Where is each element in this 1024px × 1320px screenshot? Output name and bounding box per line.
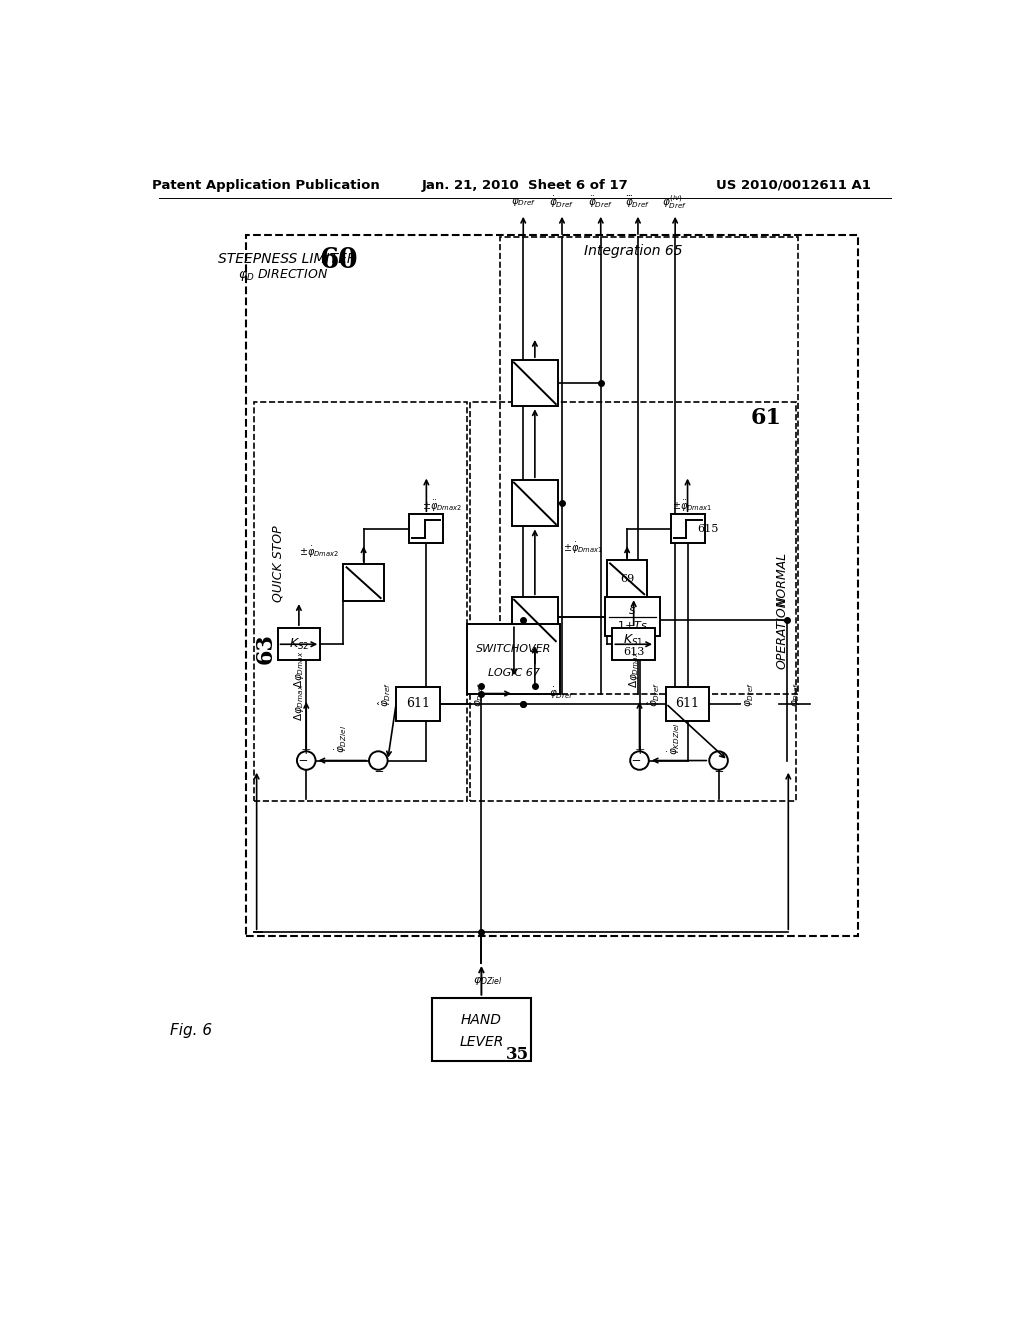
Bar: [467, 624, 560, 693]
Bar: [278, 628, 321, 660]
Bar: [396, 686, 439, 721]
Bar: [512, 360, 558, 407]
Text: 611: 611: [406, 697, 430, 710]
Text: Patent Application Publication: Patent Application Publication: [153, 178, 380, 191]
Text: 63: 63: [254, 632, 276, 664]
Text: $\Delta\varphi_{Dmax}$: $\Delta\varphi_{Dmax}$: [292, 651, 306, 689]
Circle shape: [630, 751, 649, 770]
Text: 60: 60: [319, 247, 358, 273]
Text: –: –: [714, 762, 723, 780]
Text: OPERATION: OPERATION: [775, 597, 788, 669]
Bar: [432, 998, 531, 1061]
Text: $\pm\ddot{\varphi}_{Dmax2}$: $\pm\ddot{\varphi}_{Dmax2}$: [423, 499, 463, 513]
Text: $\hat{\varphi}_{Dref}$: $\hat{\varphi}_{Dref}$: [646, 681, 663, 708]
Text: $\dot{\varphi}_{Dref}$: $\dot{\varphi}_{Dref}$: [740, 681, 756, 708]
Text: $s$: $s$: [629, 603, 637, 616]
Circle shape: [297, 751, 315, 770]
Text: 611: 611: [676, 697, 699, 710]
Text: SWITCHOVER: SWITCHOVER: [476, 644, 552, 653]
Circle shape: [369, 751, 388, 770]
Text: $1{+}Ts$: $1{+}Ts$: [617, 619, 648, 631]
Text: $K_{S1}$: $K_{S1}$: [624, 632, 644, 648]
Bar: [512, 480, 558, 527]
Text: Integration 65: Integration 65: [585, 244, 683, 257]
Text: $\dot{\varphi}_{Dref}$: $\dot{\varphi}_{Dref}$: [549, 686, 574, 701]
Text: US 2010/0012611 A1: US 2010/0012611 A1: [716, 178, 870, 191]
Text: $\dddot{\varphi}_{Dref}$: $\dddot{\varphi}_{Dref}$: [626, 194, 650, 210]
Text: STEEPNESS LIMITER: STEEPNESS LIMITER: [218, 252, 356, 265]
Text: LOGIC 67: LOGIC 67: [488, 668, 540, 677]
Text: $\hat{\varphi}_{Dref}$: $\hat{\varphi}_{Dref}$: [377, 681, 392, 708]
Text: $\varphi^{(iv)}_{Dref}$: $\varphi^{(iv)}_{Dref}$: [663, 193, 688, 211]
Bar: [671, 515, 705, 544]
Bar: [666, 686, 710, 721]
Bar: [254, 403, 467, 801]
Text: Jan. 21, 2010  Sheet 6 of 17: Jan. 21, 2010 Sheet 6 of 17: [422, 178, 628, 191]
Bar: [607, 561, 647, 598]
Text: $\dot{\varphi}_{Dref}$: $\dot{\varphi}_{Dref}$: [471, 681, 486, 708]
Text: $\varphi_{DZiel}$: $\varphi_{DZiel}$: [473, 974, 503, 987]
Circle shape: [710, 751, 728, 770]
Text: 69: 69: [620, 574, 634, 583]
Text: 35: 35: [506, 1047, 528, 1063]
Text: QUICK STOP: QUICK STOP: [271, 525, 284, 602]
Text: $\varphi_D$ DIRECTION: $\varphi_D$ DIRECTION: [238, 268, 328, 284]
Text: 61: 61: [751, 407, 782, 429]
Bar: [246, 235, 858, 936]
Text: $\varphi_{Dref}$: $\varphi_{Dref}$: [791, 681, 802, 708]
Text: 615: 615: [697, 524, 719, 533]
Text: $\pm\ddot{\varphi}_{Dmax1}$: $\pm\ddot{\varphi}_{Dmax1}$: [672, 499, 713, 513]
Text: NORMAL: NORMAL: [775, 552, 788, 606]
Bar: [500, 238, 799, 693]
Bar: [604, 598, 660, 636]
Text: LEVER: LEVER: [459, 1035, 504, 1049]
Text: $\dot{\varphi}_{KDZiel}$: $\dot{\varphi}_{KDZiel}$: [667, 722, 682, 755]
Bar: [343, 564, 384, 601]
Text: $\pm\dot{\varphi}_{Dmax1}$: $\pm\dot{\varphi}_{Dmax1}$: [562, 541, 603, 556]
Text: $\ddot{\varphi}_{Dref}$: $\ddot{\varphi}_{Dref}$: [588, 194, 613, 210]
Text: –: –: [631, 751, 640, 770]
Text: +: +: [634, 744, 645, 758]
Text: $\pm\dot{\varphi}_{Dmax2}$: $\pm\dot{\varphi}_{Dmax2}$: [299, 545, 340, 560]
Text: $\dot{\varphi}_{DZiel}$: $\dot{\varphi}_{DZiel}$: [334, 725, 349, 752]
Text: $\Delta\varphi_{Dmax}$: $\Delta\varphi_{Dmax}$: [292, 684, 306, 721]
Text: –: –: [374, 762, 383, 780]
Text: $K_{S2}$: $K_{S2}$: [289, 636, 309, 652]
Text: Fig. 6: Fig. 6: [170, 1023, 213, 1038]
Text: HAND: HAND: [461, 1012, 502, 1027]
Text: –: –: [298, 751, 307, 770]
Bar: [470, 403, 796, 801]
Bar: [410, 515, 443, 544]
Text: +: +: [301, 744, 311, 758]
Text: 613: 613: [623, 647, 644, 657]
Bar: [512, 597, 558, 644]
Bar: [612, 628, 655, 660]
Text: $\varphi_{Dref}$: $\varphi_{Dref}$: [511, 197, 536, 209]
Text: $\Delta\varphi_{Dmax}$: $\Delta\varphi_{Dmax}$: [627, 651, 641, 689]
Text: $\dot{\varphi}_{Dref}$: $\dot{\varphi}_{Dref}$: [549, 194, 574, 210]
